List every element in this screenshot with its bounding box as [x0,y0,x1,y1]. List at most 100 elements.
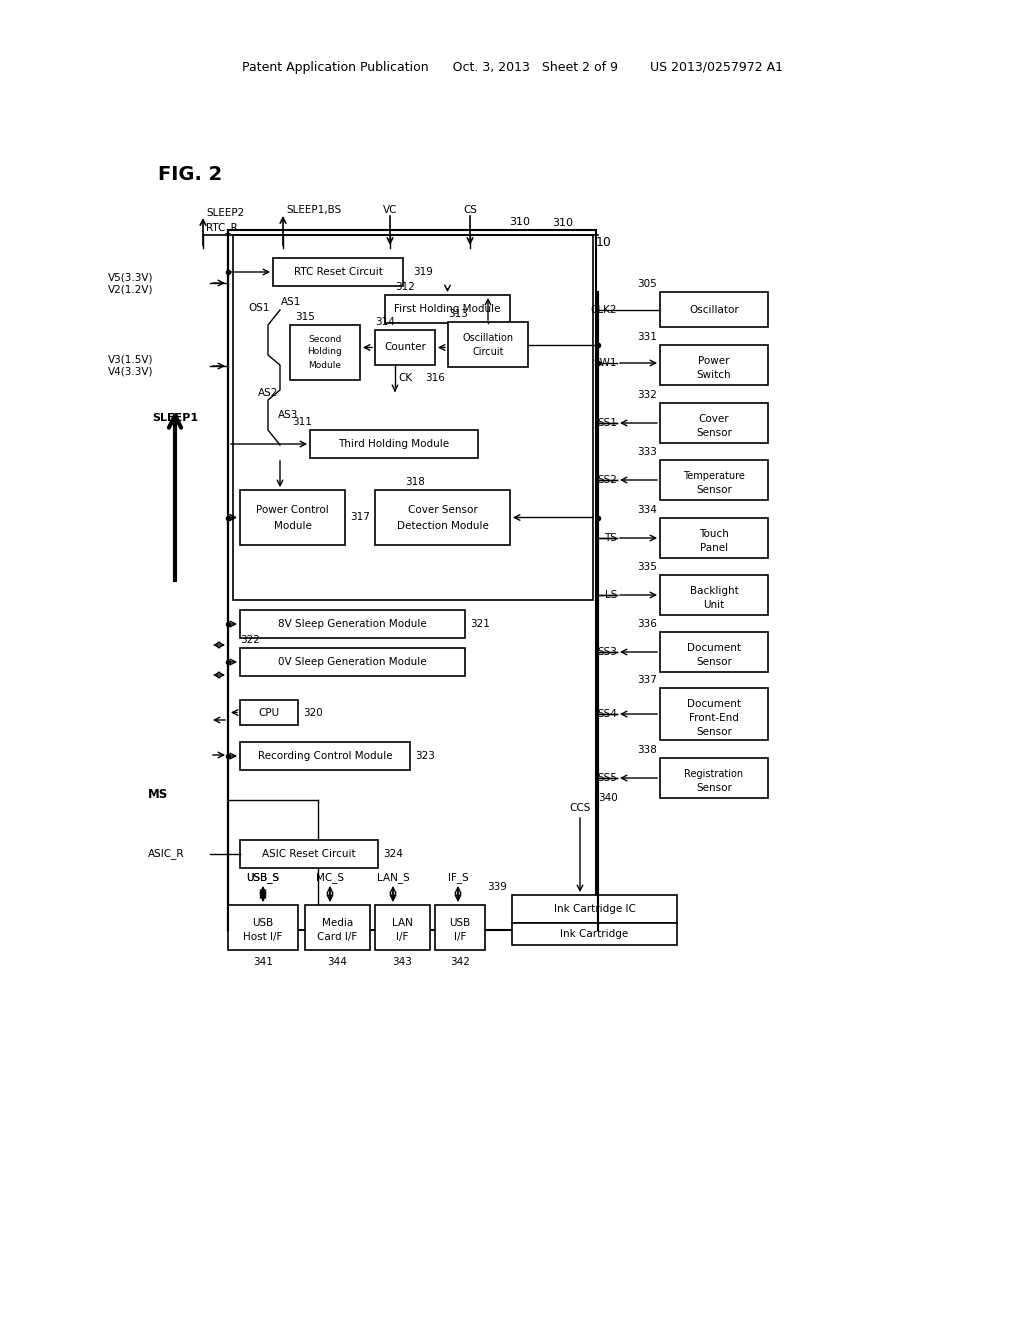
Text: 338: 338 [637,744,657,755]
Text: Third Holding Module: Third Holding Module [339,440,450,449]
Text: 317: 317 [350,512,370,523]
Text: 323: 323 [415,751,435,762]
Text: SS3: SS3 [597,647,617,657]
Bar [375,906,430,950]
Text: AS1: AS1 [281,297,301,308]
Text: Card I/F: Card I/F [317,932,357,942]
Text: 310: 310 [510,216,530,227]
Text: Sensor: Sensor [696,783,732,793]
Text: 316: 316 [425,374,445,383]
Bar [660,517,768,558]
Text: 311: 311 [292,417,312,426]
Text: Temperature: Temperature [683,471,744,480]
Bar [240,840,378,869]
Text: 322: 322 [240,635,260,645]
Text: VC: VC [383,205,397,215]
Text: ASIC Reset Circuit: ASIC Reset Circuit [262,849,355,859]
Text: 331: 331 [637,333,657,342]
Text: Document: Document [687,643,741,653]
Text: I/F: I/F [396,932,409,942]
Text: Ink Cartridge: Ink Cartridge [560,929,629,939]
Bar [240,610,465,638]
Text: Touch: Touch [699,529,729,539]
Text: 310: 310 [553,218,573,228]
Text: Ink Cartridge IC: Ink Cartridge IC [554,904,636,913]
Text: 312: 312 [395,282,415,292]
Text: Circuit: Circuit [472,347,504,356]
Bar [305,906,370,950]
Bar [660,632,768,672]
Text: Module: Module [308,360,341,370]
Text: Switch: Switch [696,370,731,380]
Text: USB: USB [252,917,273,928]
Text: I/F: I/F [454,932,466,942]
Text: AS3: AS3 [278,411,298,420]
Bar [290,325,360,380]
Text: 318: 318 [406,477,425,487]
Bar [660,292,768,327]
Text: AS2: AS2 [258,388,279,399]
Text: 333: 333 [637,447,657,457]
Text: 319: 319 [413,267,433,277]
Bar [512,923,677,945]
Bar [660,576,768,615]
Text: Sensor: Sensor [696,727,732,737]
Text: Power Control: Power Control [256,506,329,515]
Text: 341: 341 [253,957,273,968]
Text: Patent Application Publication      Oct. 3, 2013   Sheet 2 of 9        US 2013/0: Patent Application Publication Oct. 3, 2… [242,62,782,74]
Text: Registration: Registration [684,770,743,779]
Text: 314: 314 [375,317,395,327]
Text: 334: 334 [637,506,657,515]
Text: Sensor: Sensor [696,657,732,667]
Text: RTC_R: RTC_R [206,223,238,234]
Text: Document: Document [687,700,741,709]
Text: Detection Module: Detection Module [396,521,488,531]
Text: Cover Sensor: Cover Sensor [408,506,477,515]
Bar [512,895,677,923]
Text: Oscillation: Oscillation [463,333,514,343]
Text: SLEEP1,BS: SLEEP1,BS [286,205,341,215]
Bar [240,648,465,676]
Bar [449,322,528,367]
Bar [310,430,478,458]
Text: SS2: SS2 [597,475,617,484]
Text: Second: Second [308,334,342,343]
Text: Front-End: Front-End [689,713,739,723]
Text: Sensor: Sensor [696,484,732,495]
Text: OS1: OS1 [248,304,269,313]
Text: 337: 337 [637,675,657,685]
Text: Backlight: Backlight [689,586,738,597]
Text: V4(3.3V): V4(3.3V) [108,367,154,378]
Bar [240,700,298,725]
Text: CLK2: CLK2 [591,305,617,315]
Text: Sensor: Sensor [696,428,732,438]
Text: MC_S: MC_S [316,873,344,883]
Text: V3(1.5V): V3(1.5V) [108,355,154,366]
Text: IF_S: IF_S [447,873,468,883]
Text: 8V Sleep Generation Module: 8V Sleep Generation Module [279,619,427,630]
Text: LAN_S: LAN_S [377,873,410,883]
Text: SS4: SS4 [597,709,617,719]
Text: 305: 305 [637,279,657,289]
Bar [435,906,485,950]
Bar [233,235,593,601]
Text: 339: 339 [487,882,507,892]
Text: 313: 313 [449,309,468,319]
Text: Holding: Holding [307,347,342,356]
Text: USB_S: USB_S [247,873,280,883]
Bar [273,257,403,286]
Text: LS: LS [604,590,617,601]
Bar [660,345,768,385]
Text: 324: 324 [383,849,402,859]
Text: Panel: Panel [700,543,728,553]
Text: 342: 342 [451,957,470,968]
Text: Unit: Unit [703,601,725,610]
Text: SLEEP2: SLEEP2 [206,209,245,218]
Bar [240,742,410,770]
Text: V2(1.2V): V2(1.2V) [108,284,154,294]
Text: CCS: CCS [569,803,591,813]
Bar [228,230,596,931]
Text: V5(3.3V): V5(3.3V) [108,272,154,282]
Text: 340: 340 [598,793,617,803]
Text: 0V Sleep Generation Module: 0V Sleep Generation Module [279,657,427,667]
